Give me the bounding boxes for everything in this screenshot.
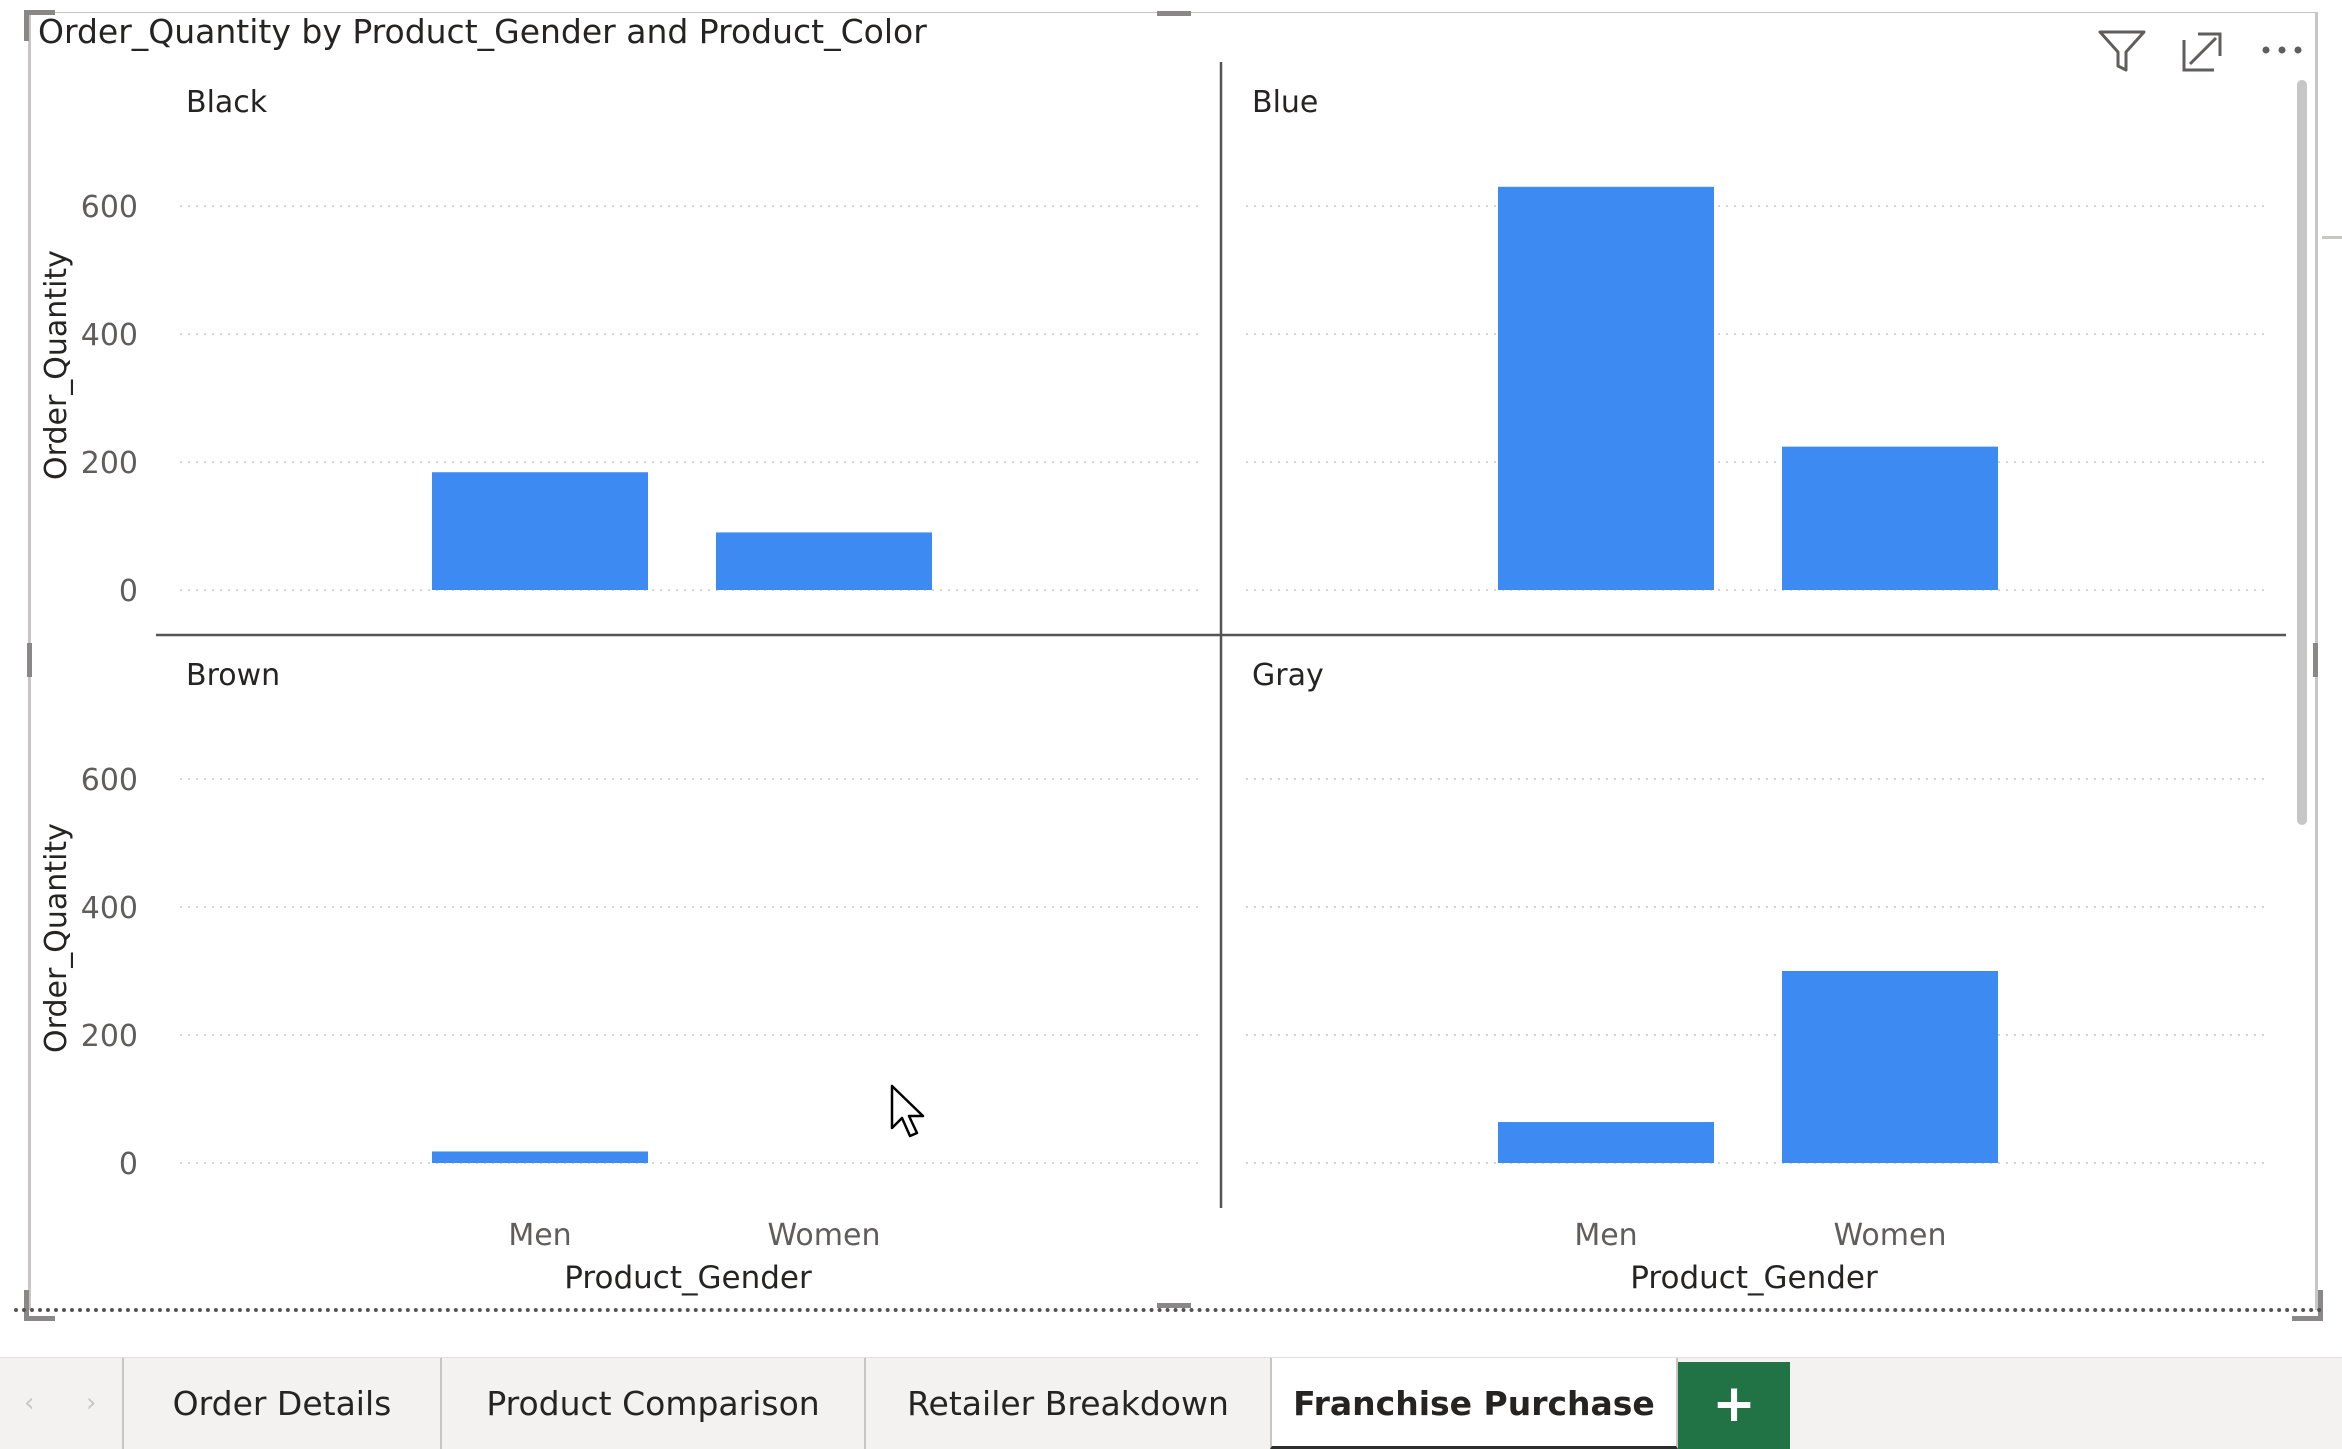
vertical-scrollbar[interactable] <box>2297 80 2307 825</box>
bar-black-men <box>432 472 648 590</box>
filter-icon[interactable] <box>2096 26 2148 78</box>
x-tick-label-women: Women <box>768 1218 881 1253</box>
y-tick-label: 400 <box>81 891 138 926</box>
panel-label-gray: Gray <box>1252 658 1324 693</box>
page-tab-bar: ‹ › Order Details Product Comparison Ret… <box>0 1357 2342 1449</box>
x-tick-label-men: Men <box>508 1218 571 1253</box>
prev-page-arrow-icon[interactable]: ‹ <box>24 1388 35 1418</box>
y-tick-label: 200 <box>81 446 138 481</box>
y-tick-label: 600 <box>81 190 138 225</box>
tab-order-details[interactable]: Order Details <box>122 1358 440 1449</box>
panel-label-black: Black <box>186 85 268 120</box>
bar-gray-women <box>1782 971 1998 1163</box>
x-axis-label: Product_Gender <box>564 1260 812 1296</box>
y-tick-label: 600 <box>81 763 138 798</box>
bar-brown-men <box>432 1151 648 1163</box>
chart-title: Order_Quantity by Product_Gender and Pro… <box>38 12 927 51</box>
resize-handle-left[interactable] <box>27 643 32 677</box>
x-axis-label: Product_Gender <box>1630 1260 1878 1296</box>
resize-handle-top[interactable] <box>1157 11 1191 16</box>
x-tick-label-women: Women <box>1834 1218 1947 1253</box>
y-axis-label: Order_Quantity <box>39 823 74 1053</box>
resize-corner-bottom-left[interactable] <box>24 1290 55 1321</box>
resize-handle-right[interactable] <box>2313 643 2318 677</box>
mouse-cursor-icon <box>890 1084 925 1138</box>
bar-gray-men <box>1498 1122 1714 1163</box>
side-divider <box>2322 236 2342 239</box>
add-page-button[interactable]: + <box>1678 1362 1790 1449</box>
more-options-icon[interactable] <box>2256 26 2308 78</box>
bar-blue-men <box>1498 186 1714 591</box>
chart-area: Black0200400600Order_QuantityBlueBrown02… <box>39 62 2286 1296</box>
y-axis-label: Order_Quantity <box>39 250 74 480</box>
resize-corner-top-left[interactable] <box>24 10 55 41</box>
panel-label-brown: Brown <box>186 658 280 693</box>
next-page-arrow-icon[interactable]: › <box>86 1388 97 1418</box>
tab-product-comparison[interactable]: Product Comparison <box>440 1358 864 1449</box>
panel-label-blue: Blue <box>1252 85 1318 120</box>
resize-corner-bottom-right[interactable] <box>2292 1290 2323 1321</box>
bar-blue-women <box>1782 446 1998 590</box>
bar-black-women <box>716 532 932 590</box>
y-tick-label: 400 <box>81 318 138 353</box>
y-tick-label: 0 <box>119 574 138 609</box>
y-tick-label: 0 <box>119 1147 138 1182</box>
y-tick-label: 200 <box>81 1019 138 1054</box>
x-tick-label-men: Men <box>1574 1218 1637 1253</box>
resize-handle-bottom[interactable] <box>1157 1303 1191 1308</box>
tab-retailer-breakdown[interactable]: Retailer Breakdown <box>864 1358 1270 1449</box>
focus-mode-icon[interactable] <box>2176 26 2228 78</box>
selection-border <box>14 1308 2324 1312</box>
tab-franchise-purchase[interactable]: Franchise Purchase <box>1270 1358 1678 1449</box>
